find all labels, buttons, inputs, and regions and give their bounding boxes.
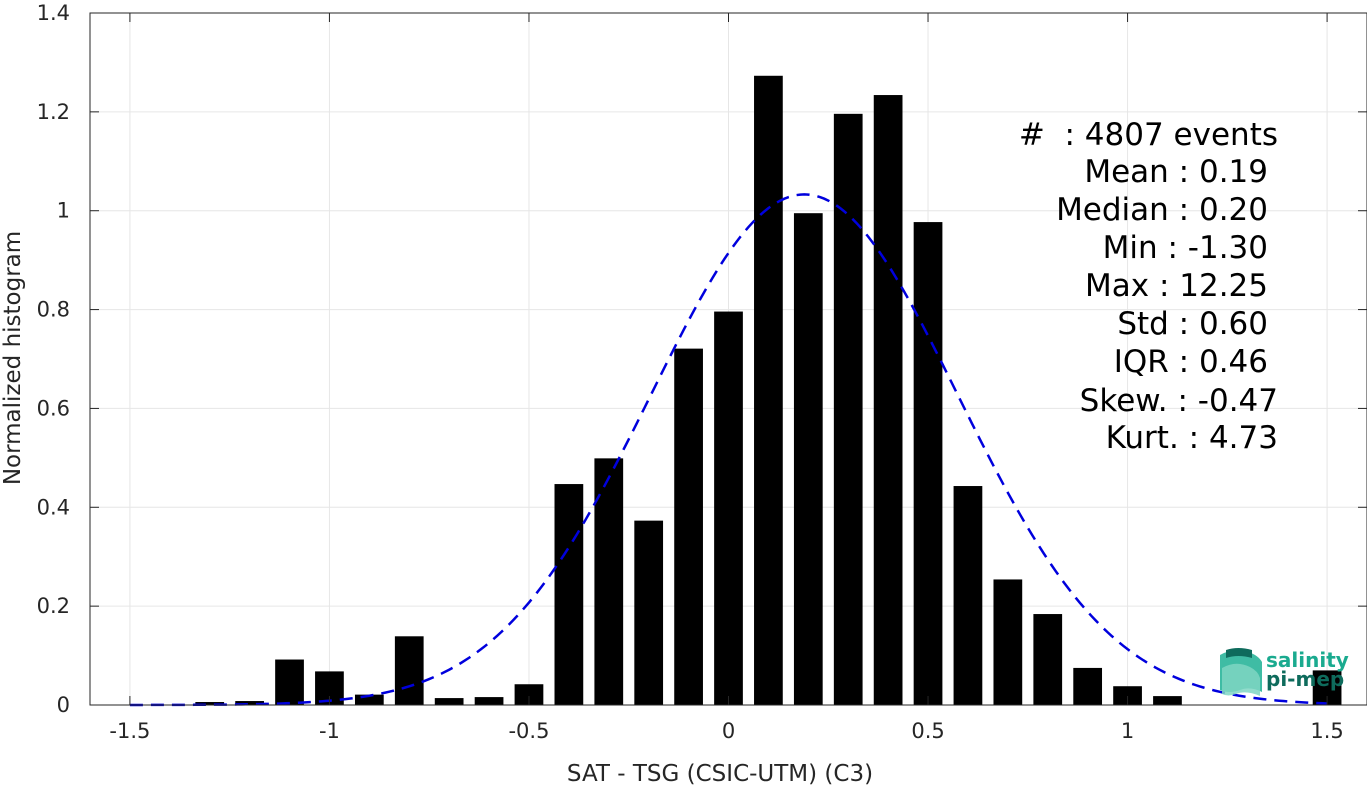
stat-mean: Mean : 0.19 <box>1084 154 1268 190</box>
salinity-pimep-logo: salinity pi-mep <box>1220 648 1349 696</box>
histogram-bar <box>354 694 384 705</box>
x-tick-label: 1.5 <box>1310 719 1343 743</box>
histogram-bar <box>594 458 624 705</box>
histogram-bar <box>514 684 544 705</box>
histogram-bar <box>554 484 584 705</box>
y-tick-label: 0.8 <box>37 298 70 322</box>
histogram-bar <box>913 222 943 705</box>
y-tick-label: 0.6 <box>37 396 70 420</box>
x-axis-label: SAT - TSG (CSIC-UTM) (C3) <box>567 761 873 785</box>
histogram-bars <box>195 75 1342 705</box>
histogram-bar <box>1073 667 1103 705</box>
logo-line-2: pi-mep <box>1266 667 1344 691</box>
histogram-bar <box>195 702 225 705</box>
stat-iqr: IQR : 0.46 <box>1114 344 1268 380</box>
histogram-bar <box>434 698 464 705</box>
y-tick-label: 1.2 <box>37 100 70 124</box>
histogram-bar <box>754 75 783 705</box>
y-tick-label: 0 <box>57 693 70 717</box>
histogram-bar <box>993 579 1023 705</box>
stat-kurt: Kurt. : 4.73 <box>1106 420 1278 456</box>
stat-median: Median : 0.20 <box>1056 192 1268 228</box>
x-tick-label: 1 <box>1121 719 1134 743</box>
histogram-bar <box>1153 696 1182 705</box>
histogram-bar <box>1033 614 1063 705</box>
stat-min: Min : -1.30 <box>1103 230 1268 266</box>
stat-max: Max : 12.25 <box>1085 268 1268 304</box>
y-axis-label: Normalized histogram <box>0 231 26 485</box>
y-tick-label: 1 <box>57 199 70 223</box>
histogram-bar <box>634 520 664 705</box>
histogram-bar <box>275 659 304 705</box>
stat-skew: Skew. : -0.47 <box>1080 383 1278 419</box>
event-count: # : 4807 events <box>1019 117 1278 153</box>
y-tick-label: 0.4 <box>37 495 70 519</box>
histogram-bar <box>714 311 743 705</box>
logo-line-1: salinity <box>1266 648 1349 672</box>
histogram-bar <box>674 348 703 705</box>
histogram-bar <box>474 697 504 705</box>
x-tick-label: -1.5 <box>109 719 150 743</box>
x-tick-label: 0.5 <box>911 719 944 743</box>
x-tick-label: -1 <box>319 719 340 743</box>
histogram-bar <box>953 486 983 705</box>
histogram-bar <box>1113 686 1142 705</box>
y-tick-label: 0.2 <box>37 594 70 618</box>
axis-ticks: -1.5 -1 -0.5 0 0.5 1 1.5 0 0.2 0.4 0.6 0.8 1 1.2 1.4 <box>37 1 1367 743</box>
histogram-bar <box>873 95 903 705</box>
stat-std: Std : 0.60 <box>1117 306 1268 342</box>
x-tick-label: 0 <box>722 719 735 743</box>
histogram-bar <box>833 113 863 705</box>
grid-lines <box>90 12 1367 706</box>
histogram-bar <box>793 213 823 705</box>
histogram-bar <box>394 636 424 705</box>
statistics-panel: # : 4807 events Mean : 0.19 Median : 0.2… <box>1019 117 1278 456</box>
y-tick-label: 1.4 <box>37 1 70 25</box>
x-tick-label: -0.5 <box>508 719 549 743</box>
histogram-bar <box>235 701 264 705</box>
